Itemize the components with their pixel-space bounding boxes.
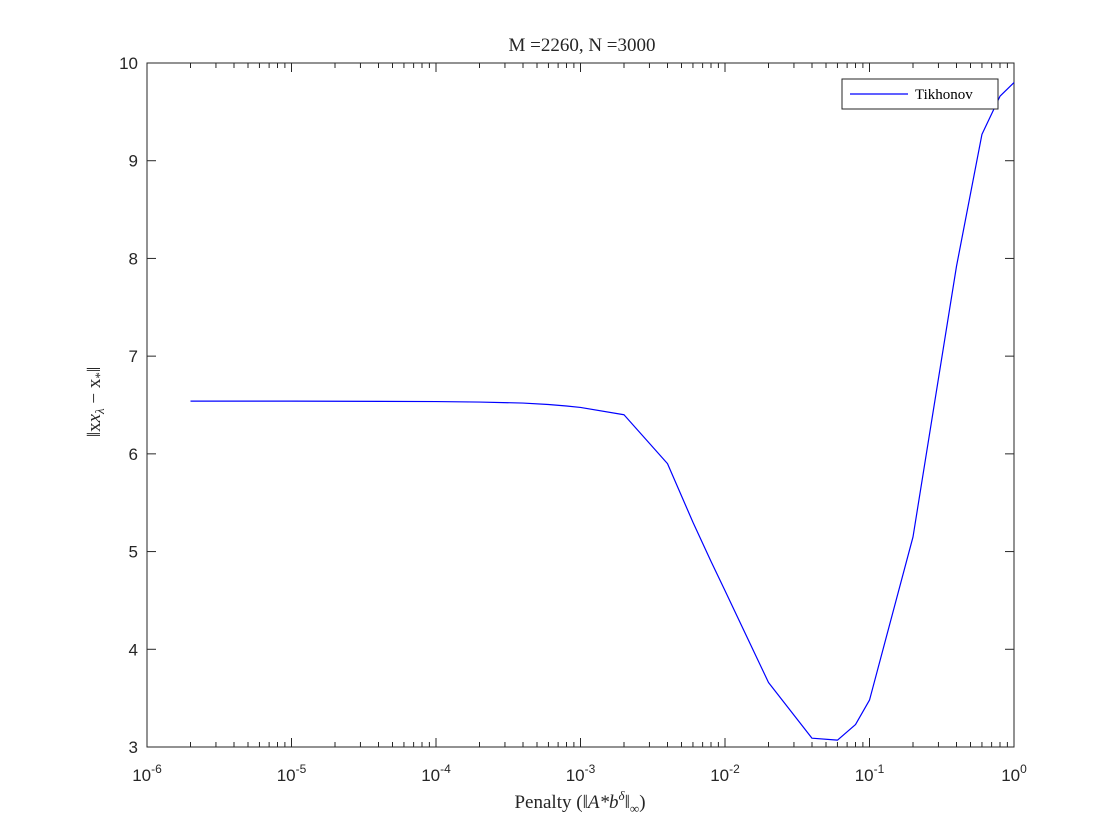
x-tick-label: 10-3	[566, 762, 596, 785]
y-tick-label: 10	[119, 54, 138, 73]
y-tick-label: 9	[129, 152, 138, 171]
y-tick-label: 7	[129, 347, 138, 366]
legend: Tikhonov	[841, 78, 999, 110]
x-tick-label: 100	[1001, 762, 1027, 785]
series-layer	[190, 82, 1015, 741]
y-tick-label: 4	[129, 640, 138, 659]
y-tick-label: 8	[129, 249, 138, 268]
y-axis-ticks: 3 4 5 6 7 8 9 10	[119, 54, 1014, 757]
x-tick-label: 10-4	[421, 762, 451, 785]
axes-box	[146, 62, 1015, 748]
y-tick-label: 5	[129, 543, 138, 562]
y-axis-label: ‖xxλ − x*‖	[84, 367, 107, 437]
y-tick-label: 3	[129, 738, 138, 757]
x-tick-label: 10-5	[277, 762, 307, 785]
y-tick-label: 6	[129, 445, 138, 464]
legend-series-label: Tikhonov	[915, 87, 973, 103]
x-axis-ticks: 10-6 10-5 10-4 10-3 10-2 10-1 100	[132, 63, 1027, 785]
x-tick-label: 10-1	[855, 762, 885, 785]
plot-area: 10-6 10-5 10-4 10-3 10-2 10-1 100 3 4 5 6 7 8 9 10	[119, 54, 1027, 785]
chart-title: M =2260, N =3000	[508, 35, 655, 56]
x-axis-label: Penalty (‖A*bδ‖∞)	[514, 788, 645, 816]
series-line-tikhonov	[190, 82, 1015, 741]
x-tick-label: 10-2	[710, 762, 740, 785]
x-tick-label: 10-6	[132, 762, 162, 785]
